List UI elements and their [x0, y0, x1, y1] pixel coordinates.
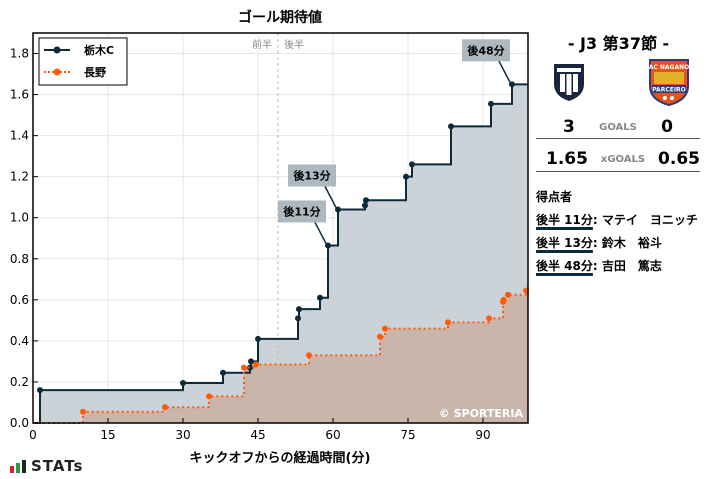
goals-label: GOALS — [599, 121, 637, 133]
legend-away: 長野 — [84, 66, 106, 79]
xg-row: 1.65 xGOALS 0.65 — [536, 147, 700, 172]
svg-text:75: 75 — [400, 428, 415, 442]
svg-text:0.6: 0.6 — [10, 293, 29, 307]
svg-text:0.0: 0.0 — [10, 416, 29, 430]
svg-text:45: 45 — [250, 428, 265, 442]
legend-marker-away — [53, 68, 61, 76]
svg-text:1.2: 1.2 — [10, 170, 29, 184]
axes: 0 15 30 45 60 75 90 0.0 0.2 0.4 0.6 0.8 1.0 1.2 1.4 1.6… — [10, 47, 491, 442]
svg-text:後48分: 後48分 — [467, 43, 504, 57]
bar-chart-icon — [10, 459, 26, 473]
area-fills — [33, 84, 528, 423]
scorer-item: 後半 48分: 吉田 篤志 — [536, 259, 662, 273]
plot-frame — [32, 32, 529, 424]
away-goals: 0 — [661, 117, 673, 137]
svg-text:30: 30 — [175, 428, 190, 442]
nagano-crest-icon: AC NAGANO PARCEIRO — [649, 59, 690, 106]
home-goals: 3 — [563, 117, 575, 137]
svg-text:1.8: 1.8 — [10, 47, 29, 61]
goals-row: 3 GOALS 0 — [536, 116, 700, 139]
half-time-line: 前半 後半 — [252, 33, 304, 423]
svg-text:0.2: 0.2 — [10, 375, 29, 389]
legend-marker-home — [53, 46, 61, 54]
series-lines — [33, 81, 529, 424]
goal-annotations: 後11分 後13分 後48分 — [278, 39, 511, 244]
svg-text:後半: 後半 — [284, 38, 304, 51]
svg-text:1.6: 1.6 — [10, 88, 29, 102]
svg-text:後11分: 後11分 — [283, 204, 320, 218]
xg-label: xGOALS — [600, 153, 646, 165]
legend: 栃木C 長野 — [38, 37, 128, 86]
svg-text:1.4: 1.4 — [10, 129, 29, 143]
stats-brand: STATs — [10, 457, 83, 475]
svg-text:0.8: 0.8 — [10, 252, 29, 266]
brand-label: STATs — [31, 457, 84, 475]
svg-text:後13分: 後13分 — [293, 169, 330, 183]
svg-text:0.4: 0.4 — [10, 334, 29, 348]
svg-text:90: 90 — [475, 428, 490, 442]
tochigi-crest-icon — [554, 64, 584, 101]
x-axis-label: キックオフからの経過時間(分) — [190, 450, 371, 466]
legend-home: 栃木C — [84, 43, 114, 57]
home-xg: 1.65 — [546, 149, 588, 169]
watermark: © SPORTERIA — [439, 407, 524, 420]
crest-text-top: AC NAGANO — [649, 64, 690, 71]
svg-text:前半: 前半 — [252, 38, 272, 51]
svg-text:60: 60 — [325, 428, 340, 442]
svg-text:0: 0 — [29, 428, 37, 442]
svg-text:15: 15 — [100, 428, 115, 442]
scorer-item: 後半 13分: 鈴木 裕斗 — [536, 236, 662, 250]
chart-title: ゴール期待値 — [238, 9, 322, 26]
svg-text:1.0: 1.0 — [10, 211, 29, 225]
crest-text-bottom: PARCEIRO — [652, 87, 686, 94]
xg-chart: ゴール期待値 前半 後半 後11分 後13分 後48分 0 15 30 45 60 75 90 0.… — [10, 9, 529, 466]
scorer-item: 後半 11分: マテイ ヨニッチ — [536, 213, 698, 227]
round-title: - J3 第37節 - — [567, 34, 670, 53]
scorers-title: 得点者 — [536, 190, 573, 204]
scorers-list: 得点者 後半 11分: マテイ ヨニッチ 後半 13分: 鈴木 裕斗 後半 48… — [536, 186, 698, 278]
away-xg: 0.65 — [658, 149, 700, 169]
